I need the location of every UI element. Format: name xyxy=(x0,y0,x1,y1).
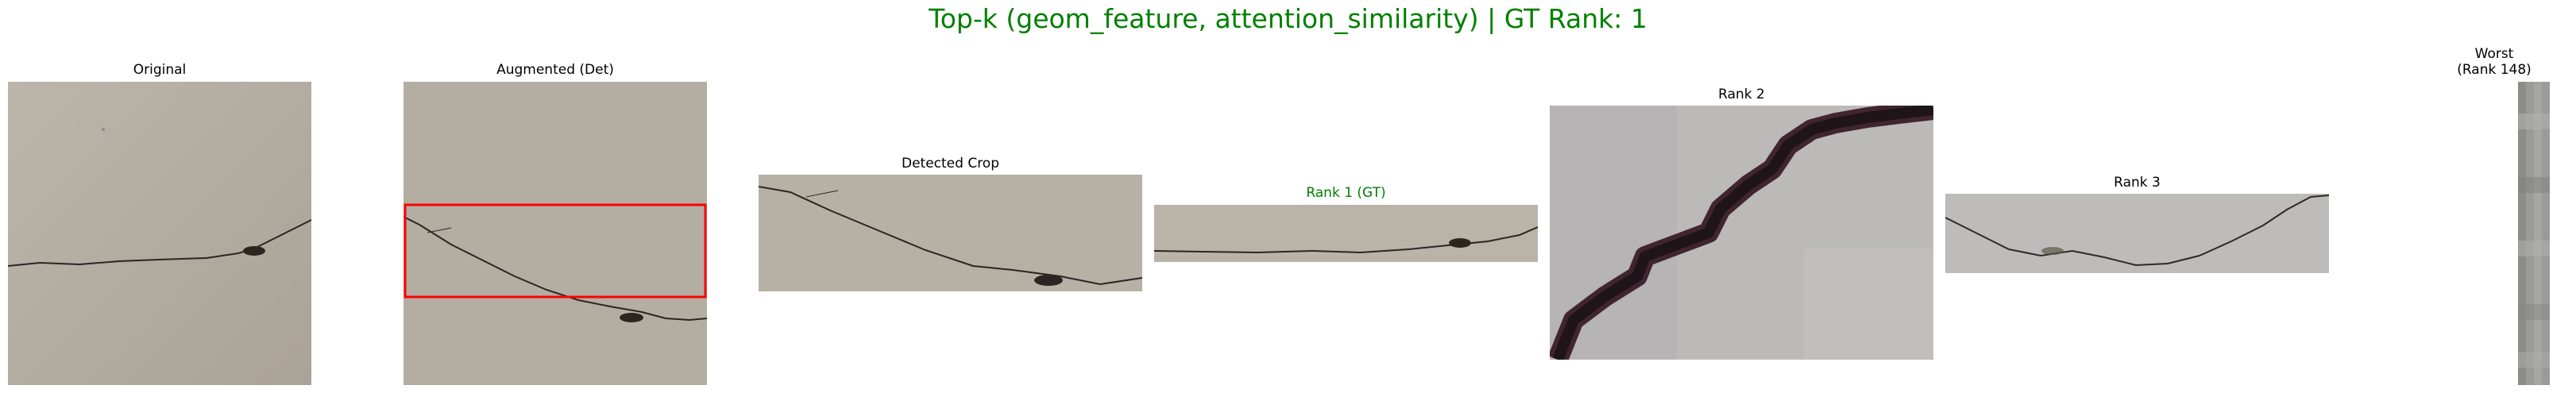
rank1-image xyxy=(1154,205,1538,262)
worst-title-line2: (Rank 148) xyxy=(2457,62,2532,78)
detected-crop-title: Detected Crop xyxy=(901,156,1000,171)
original-image xyxy=(8,82,311,385)
rank2-title: Rank 2 xyxy=(1718,87,1765,102)
augmented-image xyxy=(404,82,707,385)
rank1-title: Rank 1 (GT) xyxy=(1306,185,1386,201)
figure-title: Top-k (geom_feature, attention_similarit… xyxy=(929,3,1647,34)
detected-crop-image xyxy=(759,175,1142,291)
original-title: Original xyxy=(133,62,187,78)
worst-title-line1: Worst xyxy=(2474,46,2514,62)
rank3-title: Rank 3 xyxy=(2114,175,2161,191)
rank3-image xyxy=(1945,194,2329,273)
augmented-title: Augmented (Det) xyxy=(496,62,614,78)
worst-title: Worst (Rank 148) xyxy=(2423,46,2566,78)
rank2-image xyxy=(1550,106,1933,360)
detection-box xyxy=(404,203,707,299)
worst-image xyxy=(2518,82,2550,385)
